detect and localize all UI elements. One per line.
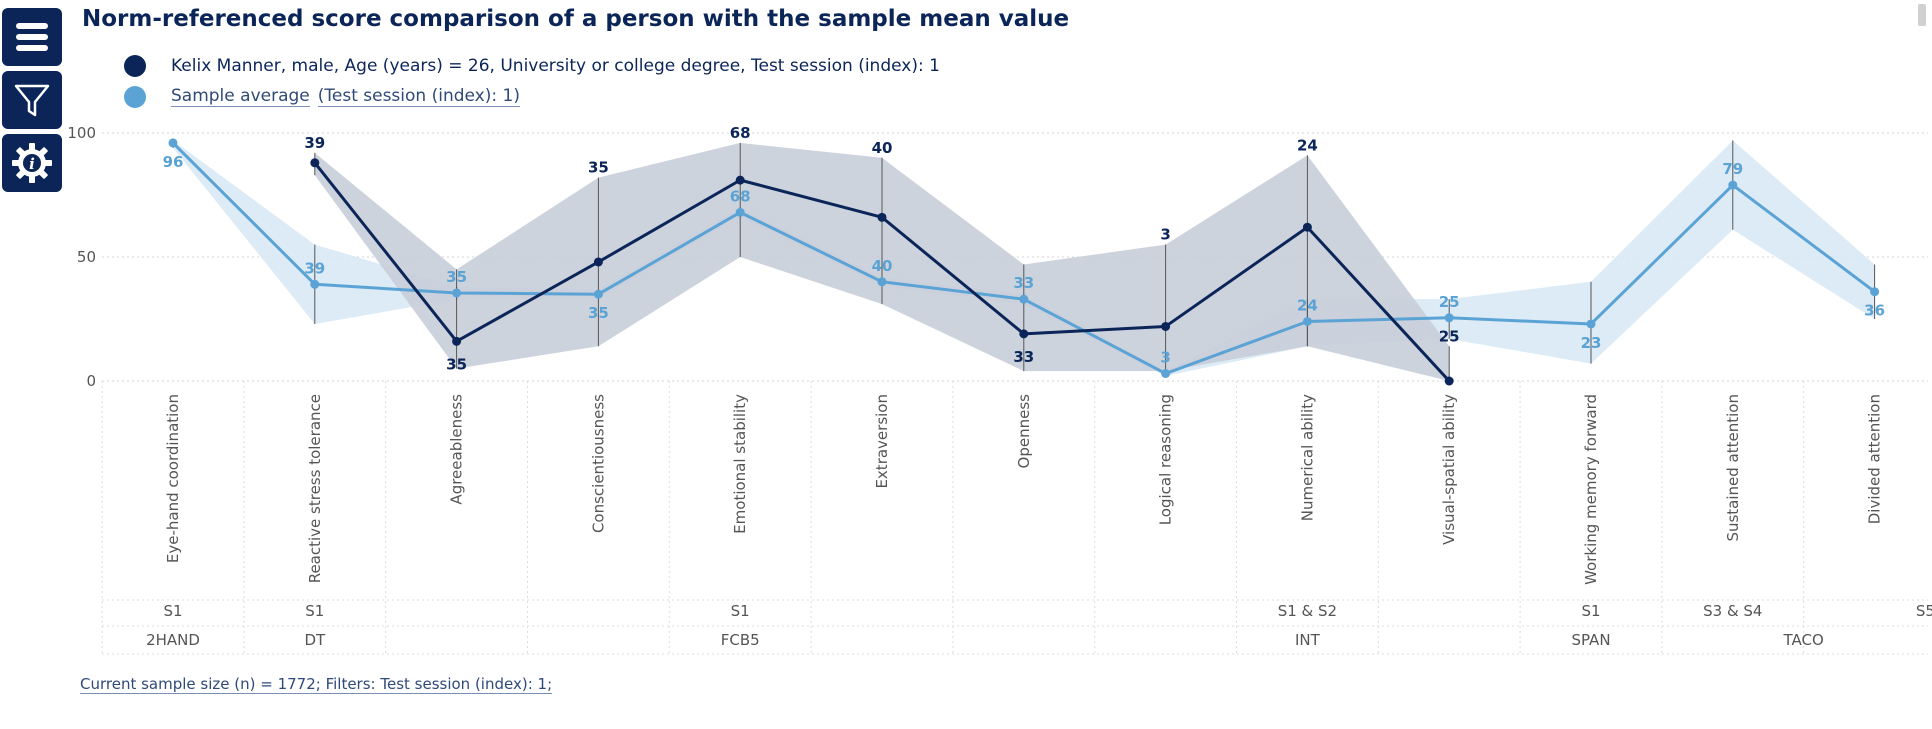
sample-data-label: 23	[1581, 334, 1602, 352]
group-label: SPAN	[1571, 631, 1610, 649]
sample-point	[1444, 313, 1454, 323]
person-data-label: 24	[1297, 136, 1318, 154]
chart-title: Norm-referenced score comparison of a pe…	[82, 6, 1070, 32]
gear-info-icon: i	[12, 143, 52, 183]
sample-data-label: 35	[588, 304, 609, 322]
sidebar: i	[2, 8, 62, 197]
sample-data-label: 35	[446, 268, 467, 286]
group-label: DT	[304, 631, 326, 649]
sample-point	[877, 277, 887, 287]
hamburger-menu-icon	[16, 23, 48, 51]
category-label: Agreeableness	[448, 394, 466, 505]
sample-average-link[interactable]: Sample average	[171, 86, 310, 107]
category-label: Visual-spatial ability	[1440, 394, 1458, 545]
sample-data-label: 36	[1864, 302, 1885, 320]
sample-point	[1019, 294, 1029, 304]
sample-point	[1586, 319, 1596, 329]
person-data-label: 40	[872, 139, 893, 157]
category-label: Working memory forward	[1582, 394, 1600, 585]
y-tick-label: 100	[67, 124, 96, 142]
test-session-link[interactable]: (Test session (index): 1)	[317, 86, 520, 107]
category-label: Divided attention	[1866, 394, 1884, 524]
sample-data-label: 96	[163, 153, 184, 171]
sample-point	[1728, 180, 1738, 190]
person-point	[1444, 376, 1454, 386]
session-label: S5 & S6	[1916, 602, 1932, 620]
sample-point	[452, 288, 462, 298]
funnel-filter-icon	[14, 84, 50, 117]
y-tick-label: 50	[77, 248, 96, 266]
sample-point	[1870, 287, 1880, 297]
sample-data-label: 68	[730, 187, 751, 205]
y-tick-label: 0	[86, 372, 96, 390]
session-label: S1	[731, 602, 750, 620]
group-label: 2HAND	[146, 631, 200, 649]
person-data-label: 68	[730, 124, 751, 142]
category-label: Emotional stability	[731, 394, 749, 534]
sample-data-label: 40	[872, 257, 893, 275]
sample-data-label: 24	[1297, 296, 1318, 314]
category-label: Sustained attention	[1724, 394, 1742, 542]
sample-data-label: 25	[1439, 293, 1460, 311]
group-label: FCB5	[721, 631, 760, 649]
person-point	[452, 336, 462, 346]
group-label: TACO	[1783, 631, 1824, 649]
legend: Kelix Manner, male, Age (years) = 26, Un…	[124, 50, 940, 112]
person-data-label: 35	[588, 159, 609, 177]
person-point	[593, 257, 603, 267]
sample-size-footer[interactable]: Current sample size (n) = 1772; Filters:…	[80, 675, 553, 694]
session-label: S1 & S2	[1278, 602, 1337, 620]
session-label: S1	[1581, 602, 1600, 620]
person-point	[310, 158, 320, 168]
person-data-label: 3	[1160, 226, 1170, 244]
person-data-label: 33	[1013, 348, 1034, 366]
person-data-label: 35	[446, 355, 467, 373]
legend-dot-person	[124, 54, 146, 77]
sample-point	[593, 289, 603, 299]
person-point	[735, 175, 745, 185]
session-label: S1	[163, 602, 182, 620]
sample-point	[1161, 369, 1171, 379]
category-label: Logical reasoning	[1157, 394, 1175, 525]
info-settings-button[interactable]: i	[2, 134, 62, 192]
sample-point	[735, 207, 745, 217]
category-label: Extraversion	[873, 394, 891, 489]
svg-text:i: i	[29, 155, 35, 173]
filter-button[interactable]	[2, 71, 62, 129]
person-point	[1019, 329, 1029, 339]
category-label: Eye-hand coordination	[164, 394, 182, 563]
menu-button[interactable]	[2, 8, 62, 66]
category-label: Openness	[1015, 394, 1033, 469]
category-label: Numerical ability	[1298, 394, 1316, 521]
sample-point	[168, 138, 178, 148]
sample-data-label: 33	[1013, 274, 1034, 292]
legend-item-person[interactable]: Kelix Manner, male, Age (years) = 26, Un…	[124, 50, 940, 81]
session-label: S1	[305, 602, 324, 620]
sample-data-label: 3	[1160, 349, 1170, 367]
sample-data-label: 79	[1722, 160, 1743, 178]
legend-person-label: Kelix Manner, male, Age (years) = 26, Un…	[171, 55, 940, 76]
sample-point	[310, 279, 320, 289]
category-label: Conscientiousness	[589, 394, 607, 533]
person-point	[1161, 321, 1171, 331]
category-label: Reactive stress tolerance	[306, 394, 324, 583]
sample-point	[1302, 316, 1312, 326]
legend-item-sample[interactable]: Sample average (Test session (index): 1)	[124, 81, 940, 112]
legend-dot-sample	[124, 85, 146, 108]
group-label: INT	[1295, 631, 1321, 649]
person-point	[1302, 222, 1312, 232]
session-label: S3 & S4	[1703, 602, 1762, 620]
person-data-label: 25	[1439, 327, 1460, 345]
sample-data-label: 39	[304, 259, 325, 277]
person-data-label: 39	[304, 134, 325, 152]
scrollbar[interactable]	[1918, 4, 1926, 26]
person-point	[877, 212, 887, 222]
